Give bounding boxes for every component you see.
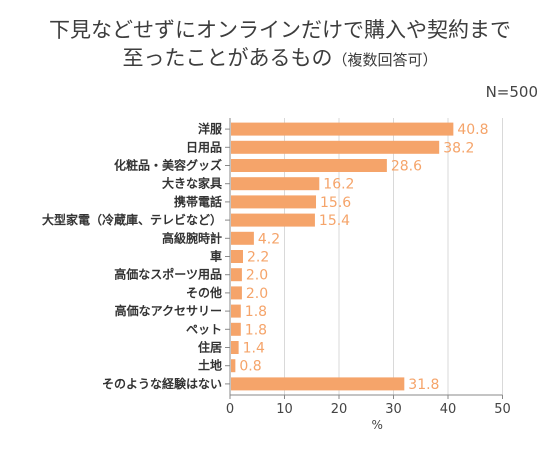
value-label: 2.2: [247, 250, 269, 266]
value-label: 31.8: [408, 377, 439, 393]
bar: [231, 231, 254, 245]
sample-size-note: N=500: [485, 83, 538, 101]
category-label: 日用品: [186, 140, 222, 154]
title-line-2-main: 至ったことがあるもの: [122, 46, 333, 70]
bar: [231, 195, 317, 209]
bar: [231, 250, 243, 263]
bar: [231, 159, 387, 172]
category-label: 携帯電話: [174, 194, 222, 209]
category-label: 大型家電（冷蔵庫、テレビなど）: [42, 212, 222, 227]
category-label: 高級腕時計: [162, 230, 222, 245]
bar: [231, 286, 242, 300]
value-label: 28.6: [391, 159, 422, 175]
bar: [231, 122, 454, 136]
x-tick-label: 50: [494, 402, 511, 417]
value-label: 40.8: [457, 122, 488, 138]
value-label: 1.4: [243, 341, 265, 357]
value-label: 0.8: [239, 359, 261, 375]
x-tick-label: 0: [226, 402, 234, 417]
value-label: 16.2: [323, 177, 354, 193]
bar: [231, 359, 236, 373]
bar: [231, 341, 239, 354]
x-axis-label: %: [371, 418, 382, 432]
category-label: 洋服: [198, 121, 223, 136]
category-label: その他: [186, 285, 222, 300]
category-label: 大きな家具: [162, 176, 222, 191]
title-line-1: 下見などせずにオンラインだけで購入や契約まで: [49, 18, 511, 42]
value-label: 2.0: [246, 286, 268, 302]
category-label: 車: [210, 249, 222, 264]
x-tick-label: 30: [385, 402, 402, 417]
bar: [231, 377, 405, 391]
category-label: 高価なスポーツ用品: [114, 267, 222, 282]
x-tick-label: 10: [276, 402, 293, 417]
category-label: 住居: [198, 340, 222, 355]
bar: [231, 213, 315, 227]
category-label: 化粧品・美容グッズ: [114, 158, 222, 173]
bar: [231, 304, 241, 318]
value-label: 15.6: [320, 195, 351, 211]
category-label: そのような経験はない: [102, 376, 222, 391]
category-label: ペット: [186, 322, 222, 336]
bar: [231, 177, 320, 191]
bar: [231, 322, 241, 336]
chart-title: 下見などせずにオンラインだけで購入や契約まで 至ったことがあるもの（複数回答可）: [0, 16, 560, 74]
title-line-2: 至ったことがあるもの（複数回答可）: [0, 44, 560, 74]
value-label: 1.8: [245, 322, 267, 338]
category-label: 土地: [198, 358, 222, 373]
value-label: 2.0: [246, 268, 268, 284]
value-label: 38.2: [443, 140, 474, 156]
bar: [231, 140, 440, 154]
value-label: 1.8: [245, 304, 267, 320]
x-tick-label: 40: [440, 402, 457, 417]
value-label: 4.2: [258, 231, 280, 247]
x-tick-label: 20: [331, 402, 348, 417]
bar: [231, 268, 242, 282]
value-label: 15.4: [319, 213, 350, 229]
category-label: 高価なアクセサリー: [115, 303, 222, 318]
title-line-2-sub: （複数回答可）: [332, 51, 438, 69]
